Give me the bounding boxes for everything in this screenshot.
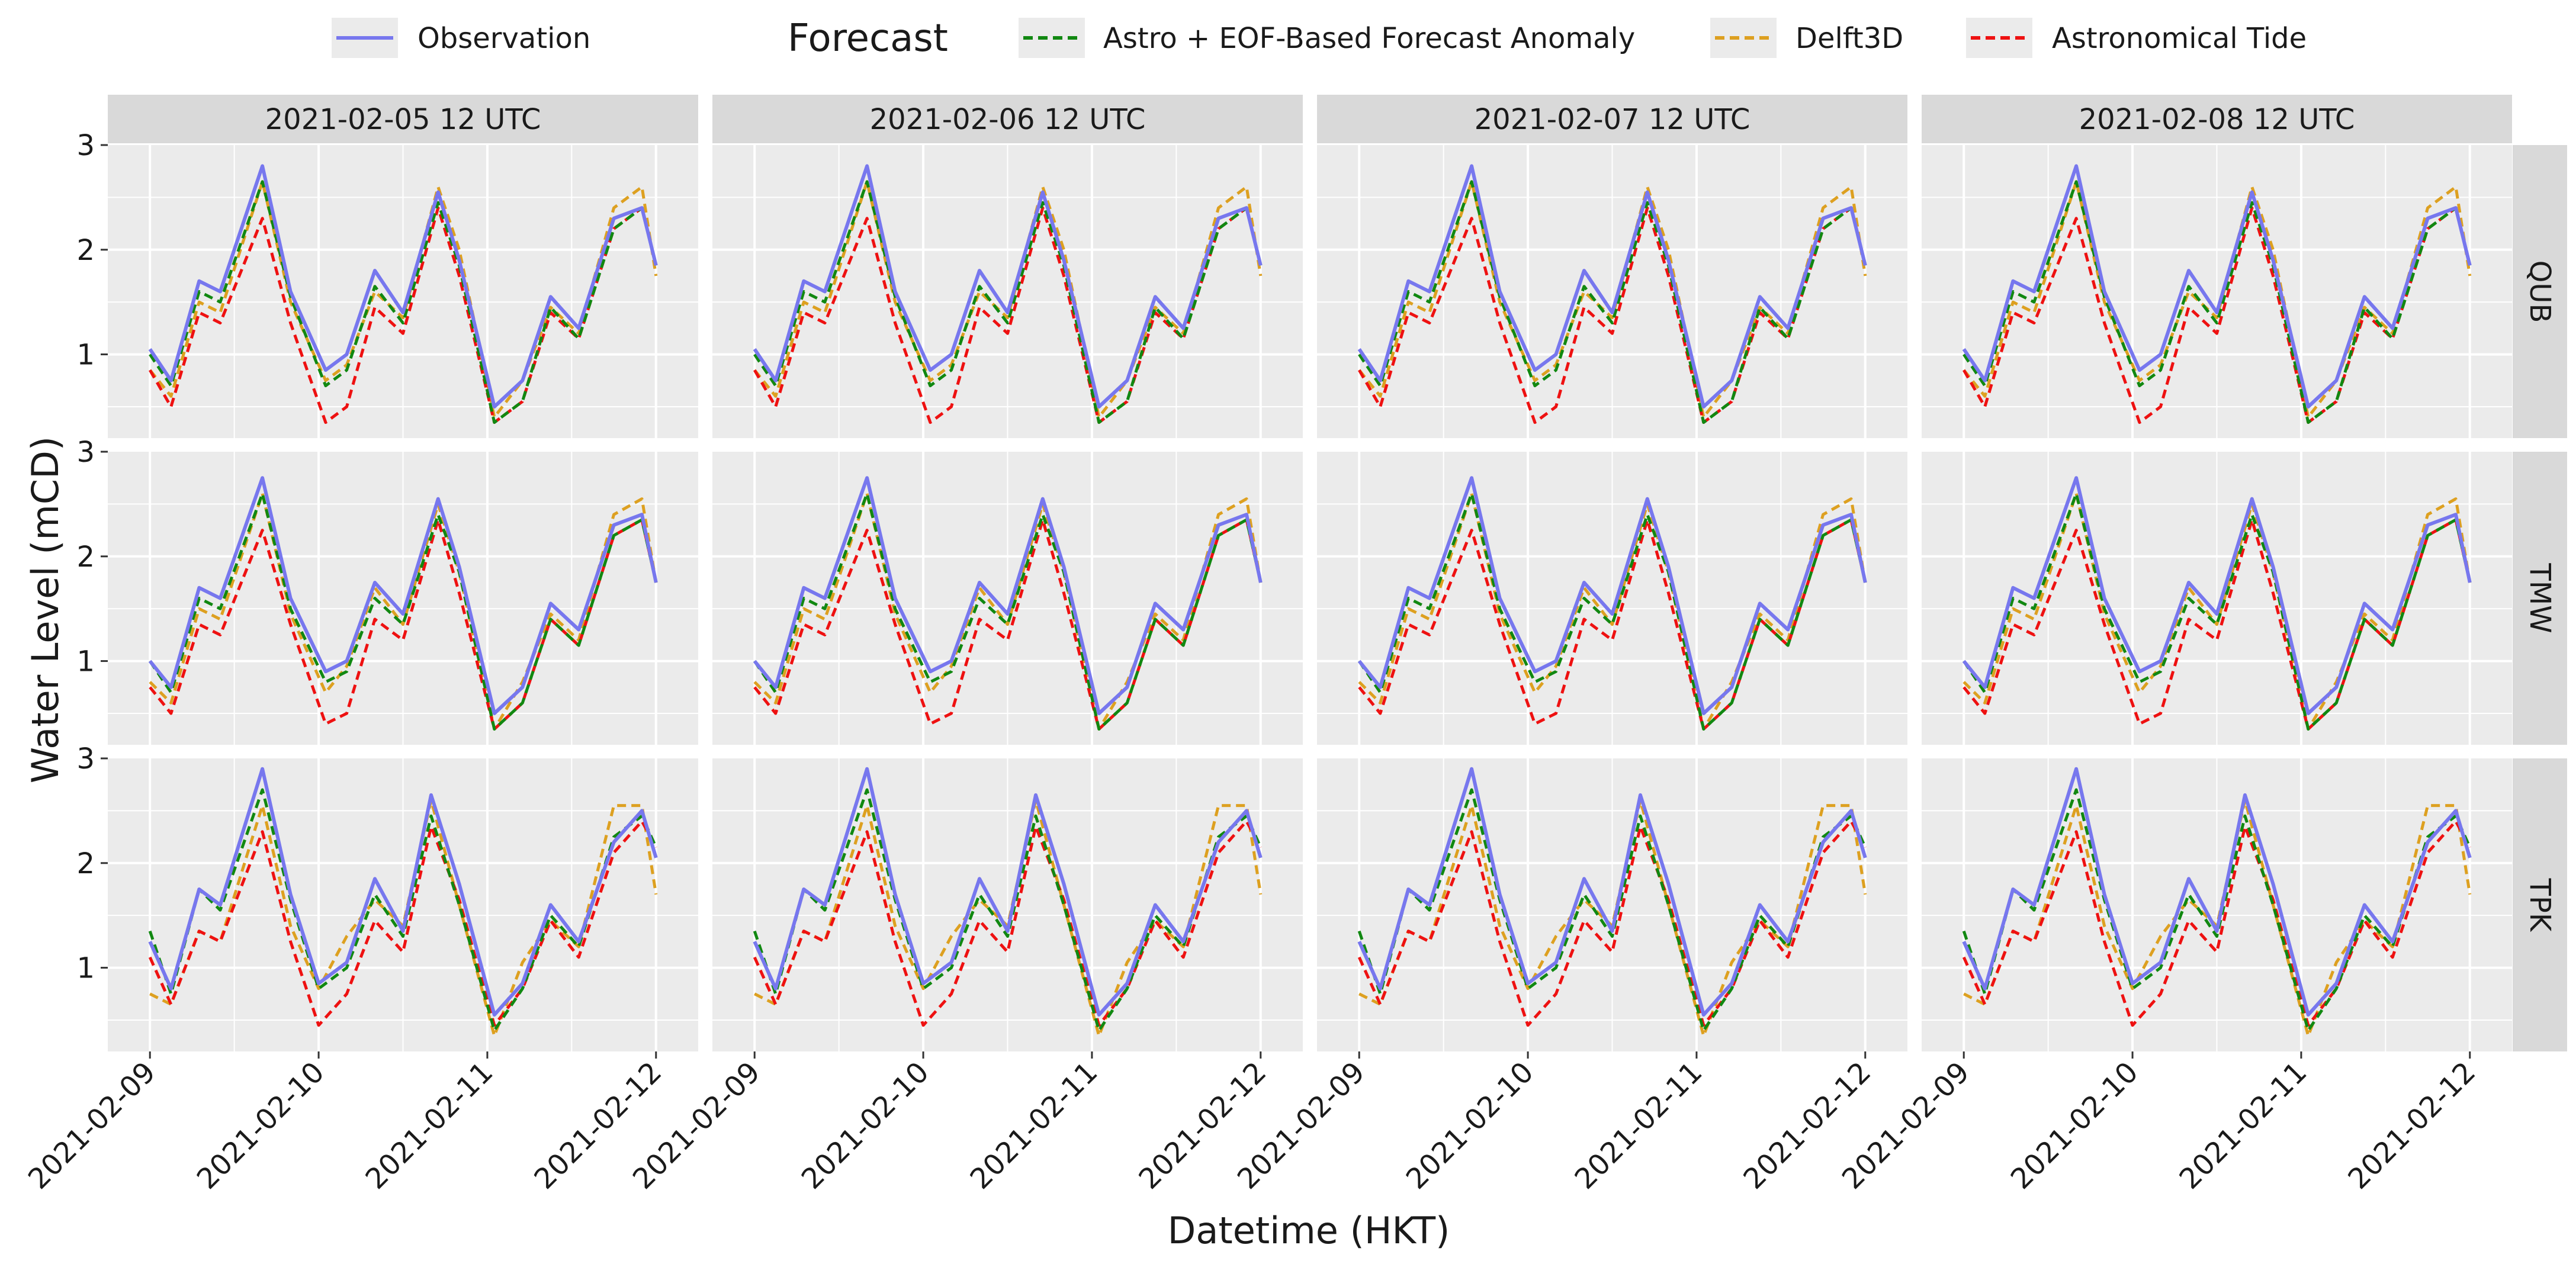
legend-label-obs: Observation [417,22,590,55]
facet-row-label: TMW [2523,562,2556,633]
facet-col-label: 2021-02-05 12 UTC [265,103,541,136]
y-tick-label: 2 [76,541,95,574]
series-line-astro [1357,819,1867,1027]
facet-panels: 2021-02-05 12 UTC 2021-02-06 12 UTC 2021-0… [22,95,2567,1196]
x-tick-label: 2021-02-11 [1569,1056,1709,1196]
y-tick-label: 1 [76,339,95,372]
x-tick-label: 2021-02-11 [2173,1056,2314,1196]
series-line-astro [753,819,1263,1027]
series-line-delft [149,492,658,731]
series-line-delft [753,492,1263,731]
x-tick-label: 2021-02-10 [191,1056,331,1196]
series-line-obs [1962,476,2472,715]
panel-TPK-2 [712,758,1303,1051]
series-line-obs [753,767,1263,1017]
y-tick-label: 3 [76,742,95,776]
series-line-obs [148,476,658,715]
series-line-eof [148,788,658,1033]
series-line-obs [148,164,658,409]
x-tick-label: 2021-02-10 [795,1056,936,1196]
series-line-eof [1358,492,1867,731]
x-axis-title: Datetime (HKT) [1168,1209,1450,1252]
y-tick-label: 3 [76,436,95,469]
series-line-eof [753,788,1263,1033]
series-line-eof [149,492,658,731]
facet-col-label: 2021-02-07 12 UTC [1475,103,1750,136]
series-line-astro [149,206,658,424]
facet-strip-row [2513,758,2567,1051]
series-line-obs [753,476,1263,715]
facet-strip-col [1317,95,1907,143]
series-line-obs [1357,164,1867,409]
series-line-obs [148,767,658,1017]
x-tick-label: 2021-02-12 [2341,1056,2482,1196]
series-line-delft [149,180,658,419]
legend-label-delft: Delft3D [1796,22,1903,55]
panel-TPK-1 [108,758,698,1051]
y-tick-label: 3 [76,129,95,162]
panel-TMW-3 [1317,452,1907,745]
y-tick-label: 1 [76,645,95,678]
panel-TMW-2 [712,452,1303,745]
series-line-astro [753,206,1263,424]
panel-TMW-1 [108,452,698,745]
panel-QUB-3 [1317,145,1907,438]
series-line-eof [1962,788,2472,1033]
series-line-astro [148,819,658,1027]
series-line-obs [753,164,1263,409]
x-tick-label: 2021-02-11 [359,1056,500,1196]
series-line-eof [1962,492,2472,731]
series-line-obs [1962,164,2472,409]
y-tick-label: 2 [76,847,95,880]
facet-col-label: 2021-02-08 12 UTC [2079,103,2355,136]
series-line-eof [1358,180,1867,424]
y-tick-label: 1 [76,952,95,985]
series-line-delft [1358,180,1867,419]
facet-strip-row [2513,145,2567,438]
facet-strip-row [2513,452,2567,745]
facet-col-label: 2021-02-06 12 UTC [870,103,1146,136]
panel-TMW-4 [1922,452,2512,745]
series-line-astro [1358,206,1867,424]
series-line-eof [753,180,1263,424]
series-line-delft [1962,492,2472,731]
y-axis-title: Water Level (mCD) [24,436,67,783]
facet-strip-col [1922,95,2512,143]
legend: Observation Forecast Astro + EOF-Based For… [332,17,2307,60]
panel-QUB-2 [712,145,1303,438]
series-line-obs [1357,476,1867,715]
x-tick-label: 2021-02-09 [22,1056,162,1196]
series-line-delft [753,180,1263,419]
series-line-delft [1358,492,1867,731]
series-line-eof [753,492,1263,731]
legend-title: Forecast [788,17,948,60]
x-tick-label: 2021-02-10 [2005,1056,2145,1196]
y-tick-label: 2 [76,234,95,267]
facet-row-label: TPK [2523,878,2556,932]
series-line-obs [1357,767,1867,1017]
legend-label-astro: Astronomical Tide [2052,22,2307,55]
series-line-obs [1962,767,2472,1017]
series-line-delft [1962,180,2472,419]
panel-QUB-1 [108,145,698,438]
legend-label-eof: Astro + EOF-Based Forecast Anomaly [1103,22,1635,55]
series-line-astro [1962,206,2472,424]
series-line-eof [1962,180,2472,424]
facet-row-label: QUB [2523,260,2556,323]
facet-strip-col [712,95,1303,143]
series-line-eof [1357,788,1867,1033]
panel-QUB-4 [1922,145,2512,438]
x-tick-label: 2021-02-11 [964,1056,1104,1196]
series-line-eof [149,180,658,424]
series-line-astro [1962,819,2472,1027]
panel-TPK-4 [1922,758,2512,1051]
panel-TPK-3 [1317,758,1907,1051]
facet-strip-col [108,95,698,143]
x-tick-label: 2021-02-10 [1400,1056,1540,1196]
